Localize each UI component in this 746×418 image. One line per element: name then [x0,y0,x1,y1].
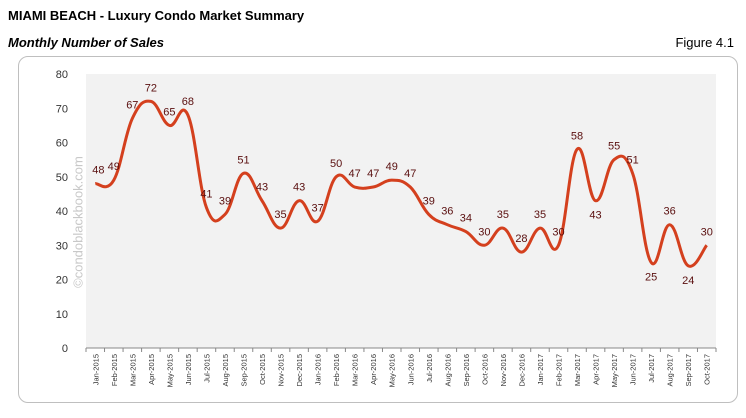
data-label: 43 [293,182,305,194]
chart-subtitle: Monthly Number of Sales [8,35,165,50]
x-tick-label: Sep-2017 [684,354,693,387]
x-tick-label: Apr-2015 [147,354,156,385]
x-tick-label: Jul-2017 [647,354,656,383]
x-tick-label: Jan-2015 [91,354,100,385]
data-label: 68 [182,96,194,108]
y-tick-label: 20 [56,275,68,287]
x-tick-label: Sep-2016 [462,354,471,387]
x-tick-label: Aug-2016 [443,354,452,387]
data-label: 48 [92,165,104,177]
data-label: 55 [608,141,620,153]
x-tick-label: Aug-2017 [666,354,675,387]
chart-frame [18,56,738,403]
data-label: 51 [626,154,638,166]
data-label: 35 [534,209,546,221]
data-label: 24 [682,275,694,287]
data-label: 72 [145,82,157,94]
x-tick-label: Feb-2015 [110,354,119,386]
x-tick-label: Mar-2015 [128,354,137,386]
y-tick-label: 40 [56,206,68,218]
data-label: 58 [571,130,583,142]
y-tick-label: 60 [56,138,68,150]
watermark: ©condoblackbook.com [70,156,86,288]
y-tick-label: 30 [56,240,68,252]
x-tick-label: Jun-2015 [184,354,193,385]
x-tick-label: Jun-2017 [629,354,638,385]
x-tick-label: Jan-2017 [536,354,545,385]
x-tick-label: Feb-2016 [332,354,341,386]
x-tick-label: Apr-2016 [369,354,378,385]
y-tick-label: 50 [56,172,68,184]
x-tick-label: Apr-2017 [592,354,601,385]
data-label: 34 [460,213,472,225]
data-label: 47 [404,168,416,180]
x-tick-label: Oct-2016 [480,354,489,385]
x-tick-label: Mar-2016 [351,354,360,386]
x-tick-label: Aug-2015 [221,354,230,387]
x-tick-label: Oct-2017 [703,354,712,385]
data-label: 28 [515,233,527,245]
x-tick-label: Dec-2016 [517,354,526,387]
data-label: 50 [330,158,342,170]
data-label: 43 [256,182,268,194]
x-tick-label: Jul-2016 [425,354,434,383]
data-label: 43 [589,210,601,222]
y-tick-label: 70 [56,103,68,115]
x-tick-label: Nov-2015 [277,354,286,387]
data-label: 39 [423,195,435,207]
figure-number: Figure 4.1 [675,35,734,50]
data-label: 41 [200,189,212,201]
data-label: 35 [274,209,286,221]
data-label: 65 [163,106,175,118]
data-label: 49 [386,161,398,173]
data-label: 25 [645,271,657,283]
data-label: 47 [367,168,379,180]
data-label: 30 [552,226,564,238]
data-label: 36 [441,206,453,218]
y-tick-label: 80 [56,69,68,81]
report-title: MIAMI BEACH - Luxury Condo Market Summar… [8,8,305,23]
data-label: 30 [701,226,713,238]
x-tick-label: Sep-2015 [240,354,249,387]
x-tick-label: Oct-2015 [258,354,267,385]
data-label: 47 [349,168,361,180]
x-tick-label: Nov-2016 [499,354,508,387]
x-tick-label: Mar-2017 [573,354,582,386]
x-tick-label: May-2015 [165,354,174,387]
y-tick-label: 10 [56,309,68,321]
x-tick-label: Jun-2016 [406,354,415,385]
data-label: 37 [311,202,323,214]
y-tick-label: 0 [62,343,68,355]
x-tick-label: Jan-2016 [314,354,323,385]
series-line [94,99,708,268]
x-tick-label: Dec-2015 [295,354,304,387]
data-label: 35 [497,209,509,221]
data-label: 39 [219,195,231,207]
data-label: 30 [478,226,490,238]
data-label: 51 [237,154,249,166]
plot-area [86,74,716,348]
x-tick-label: Feb-2017 [555,354,564,386]
data-label: 49 [108,161,120,173]
x-tick-label: May-2016 [388,354,397,387]
x-tick-label: Jul-2015 [202,354,211,383]
x-tick-label: May-2017 [610,354,619,387]
data-label: 67 [126,100,138,112]
data-label: 36 [664,206,676,218]
